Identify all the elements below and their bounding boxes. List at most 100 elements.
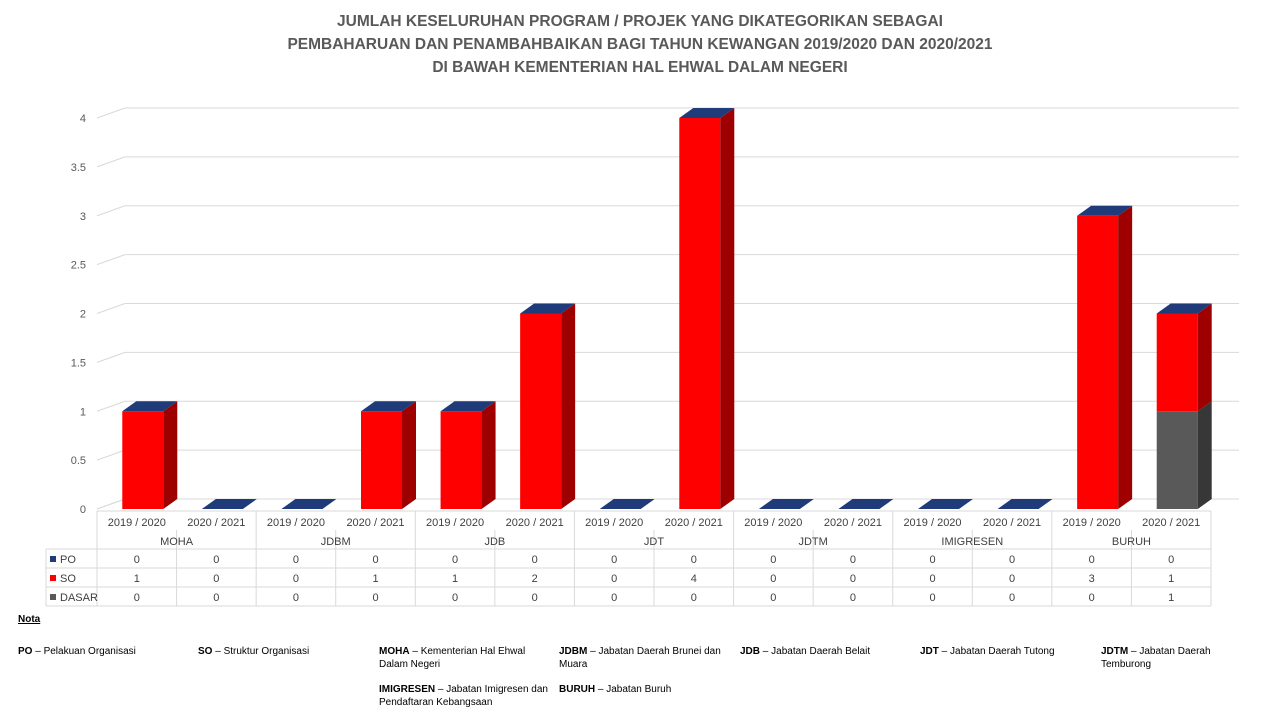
- bar-so-12: [1077, 215, 1119, 509]
- table-cell-po-13: 0: [1168, 554, 1174, 566]
- legend-label-po: PO: [60, 554, 76, 566]
- table-cell-dasar-4: 0: [452, 592, 458, 604]
- note-po: PO – Pelakuan Organisasi: [18, 646, 136, 657]
- note-jdt: JDT – Jabatan Daerah Tutong: [920, 646, 1055, 657]
- table-cell-po-6: 0: [611, 554, 617, 566]
- table-cell-so-5: 2: [532, 573, 538, 585]
- table-cell-dasar-1: 0: [213, 592, 219, 604]
- table-cell-po-7: 0: [691, 554, 697, 566]
- x-category-label-7: 2020 / 2021: [665, 517, 723, 529]
- x-category-label-8: 2019 / 2020: [744, 517, 802, 529]
- bar-cap-po-6: [599, 499, 655, 509]
- table-cell-so-4: 1: [452, 573, 458, 585]
- group-label-4: JDTM: [798, 536, 827, 548]
- gridline-diagonal-1: [96, 449, 126, 461]
- table-cell-po-12: 0: [1089, 554, 1095, 566]
- table-cell-dasar-12: 0: [1089, 592, 1095, 604]
- y-tick-label-8: 4: [80, 113, 86, 125]
- legend-label-so: SO: [60, 573, 76, 585]
- table-cell-po-10: 0: [929, 554, 935, 566]
- table-cell-po-9: 0: [850, 554, 856, 566]
- gridline-diagonal-7: [96, 156, 126, 168]
- gridline-diagonal-2: [96, 400, 126, 412]
- table-cell-dasar-11: 0: [1009, 592, 1015, 604]
- x-category-label-0: 2019 / 2020: [108, 517, 166, 529]
- bar-so-13: [1156, 313, 1198, 412]
- table-cell-so-7: 4: [691, 573, 697, 585]
- bar-cap-po-8: [758, 499, 814, 509]
- table-cell-dasar-7: 0: [691, 592, 697, 604]
- y-tick-label-6: 3: [80, 211, 86, 223]
- stacked-bar-chart: 0 0.5 1 1.5 2 2.5 3 3.5 4 2019 / 2020 2020 / 2021 2…: [45, 107, 1239, 607]
- table-cell-dasar-3: 0: [372, 592, 378, 604]
- table-cell-dasar-10: 0: [929, 592, 935, 604]
- bar-cap-po-13: [1156, 303, 1212, 314]
- x-category-label-6: 2019 / 2020: [585, 517, 643, 529]
- note-moha: MOHA – Kementerian Hal Ehwal Dalam Neger…: [379, 646, 526, 670]
- bar-side-dasar-13: [1197, 401, 1212, 509]
- table-cell-so-10: 0: [929, 573, 935, 585]
- bar-so-3: [361, 411, 402, 509]
- legend-label-dasar: DASAR: [60, 592, 98, 604]
- x-category-label-5: 2020 / 2021: [506, 517, 564, 529]
- chart-title: JUMLAH KESELURUHAN PROGRAM / PROJEK YANG…: [0, 10, 1280, 79]
- gridline-diagonal-5: [96, 254, 126, 266]
- table-cell-dasar-8: 0: [770, 592, 776, 604]
- gridline-diagonal-4: [96, 303, 126, 314]
- bar-dasar-13: [1156, 411, 1198, 509]
- bar-so-0: [122, 411, 164, 509]
- table-cell-so-9: 0: [850, 573, 856, 585]
- group-label-3: JDT: [644, 536, 664, 548]
- y-tick-label-2: 1: [80, 406, 86, 418]
- note-buruh: BURUH – Jabatan Buruh: [559, 684, 672, 695]
- x-category-label-4: 2019 / 2020: [426, 517, 484, 529]
- bar-side-so-7: [720, 108, 735, 509]
- table-cell-so-11: 0: [1009, 573, 1015, 585]
- bar-cap-po-12: [1077, 205, 1133, 216]
- table-cell-po-4: 0: [452, 554, 458, 566]
- bar-side-so-5: [561, 303, 576, 509]
- x-category-label-10: 2019 / 2020: [903, 517, 961, 529]
- bar-side-so-4: [481, 401, 496, 509]
- y-tick-label-3: 1.5: [71, 357, 86, 369]
- bar-cap-po-1: [201, 499, 257, 509]
- gridline-diagonal-6: [96, 205, 126, 217]
- bar-cap-po-5: [520, 303, 576, 314]
- bar-cap-po-10: [918, 499, 973, 509]
- title-line-1: JUMLAH KESELURUHAN PROGRAM / PROJEK YANG…: [337, 13, 943, 30]
- bar-cap-po-0: [122, 401, 178, 412]
- table-cell-po-2: 0: [293, 554, 299, 566]
- y-tick-label-7: 3.5: [71, 162, 86, 174]
- title-line-3: DI BAWAH KEMENTERIAN HAL EHWAL DALAM NEG…: [432, 59, 848, 76]
- table-cell-po-0: 0: [134, 554, 140, 566]
- table-cell-po-3: 0: [372, 554, 378, 566]
- table-cell-dasar-5: 0: [532, 592, 538, 604]
- bar-side-so-0: [163, 401, 178, 509]
- group-label-2: JDB: [484, 536, 505, 548]
- bar-cap-po-2: [281, 499, 337, 509]
- group-label-0: MOHA: [160, 536, 194, 548]
- bar-side-so-13: [1197, 303, 1212, 412]
- group-label-1: JDBM: [321, 536, 351, 548]
- table-cell-so-12: 3: [1089, 573, 1095, 585]
- bar-cap-po-7: [679, 108, 735, 118]
- title-line-2: PEMBAHARUAN DAN PENAMBAHBAIKAN BAGI TAHU…: [287, 36, 993, 53]
- gridline-diagonal-8: [96, 107, 126, 119]
- group-label-6: BURUH: [1112, 536, 1151, 548]
- y-tick-label-1: 0.5: [71, 455, 86, 467]
- y-tick-label-5: 2.5: [71, 260, 86, 272]
- table-cell-so-13: 1: [1168, 573, 1174, 585]
- y-tick-label-4: 2: [80, 309, 86, 321]
- note-imigresen: IMIGRESEN – Jabatan Imigresen dan Pendaf…: [379, 684, 548, 708]
- x-category-label-3: 2020 / 2021: [346, 517, 404, 529]
- table-cell-so-6: 0: [611, 573, 617, 585]
- group-label-5: IMIGRESEN: [941, 536, 1003, 548]
- table-cell-dasar-13: 1: [1168, 592, 1174, 604]
- bar-side-so-12: [1118, 205, 1133, 509]
- x-category-label-2: 2019 / 2020: [267, 517, 325, 529]
- note-jdbm: JDBM – Jabatan Daerah Brunei dan Muara: [559, 646, 721, 670]
- table-cell-so-0: 1: [134, 573, 140, 585]
- bar-cap-po-3: [361, 401, 416, 412]
- bar-so-5: [520, 313, 562, 509]
- floor-left-edge: [96, 498, 126, 510]
